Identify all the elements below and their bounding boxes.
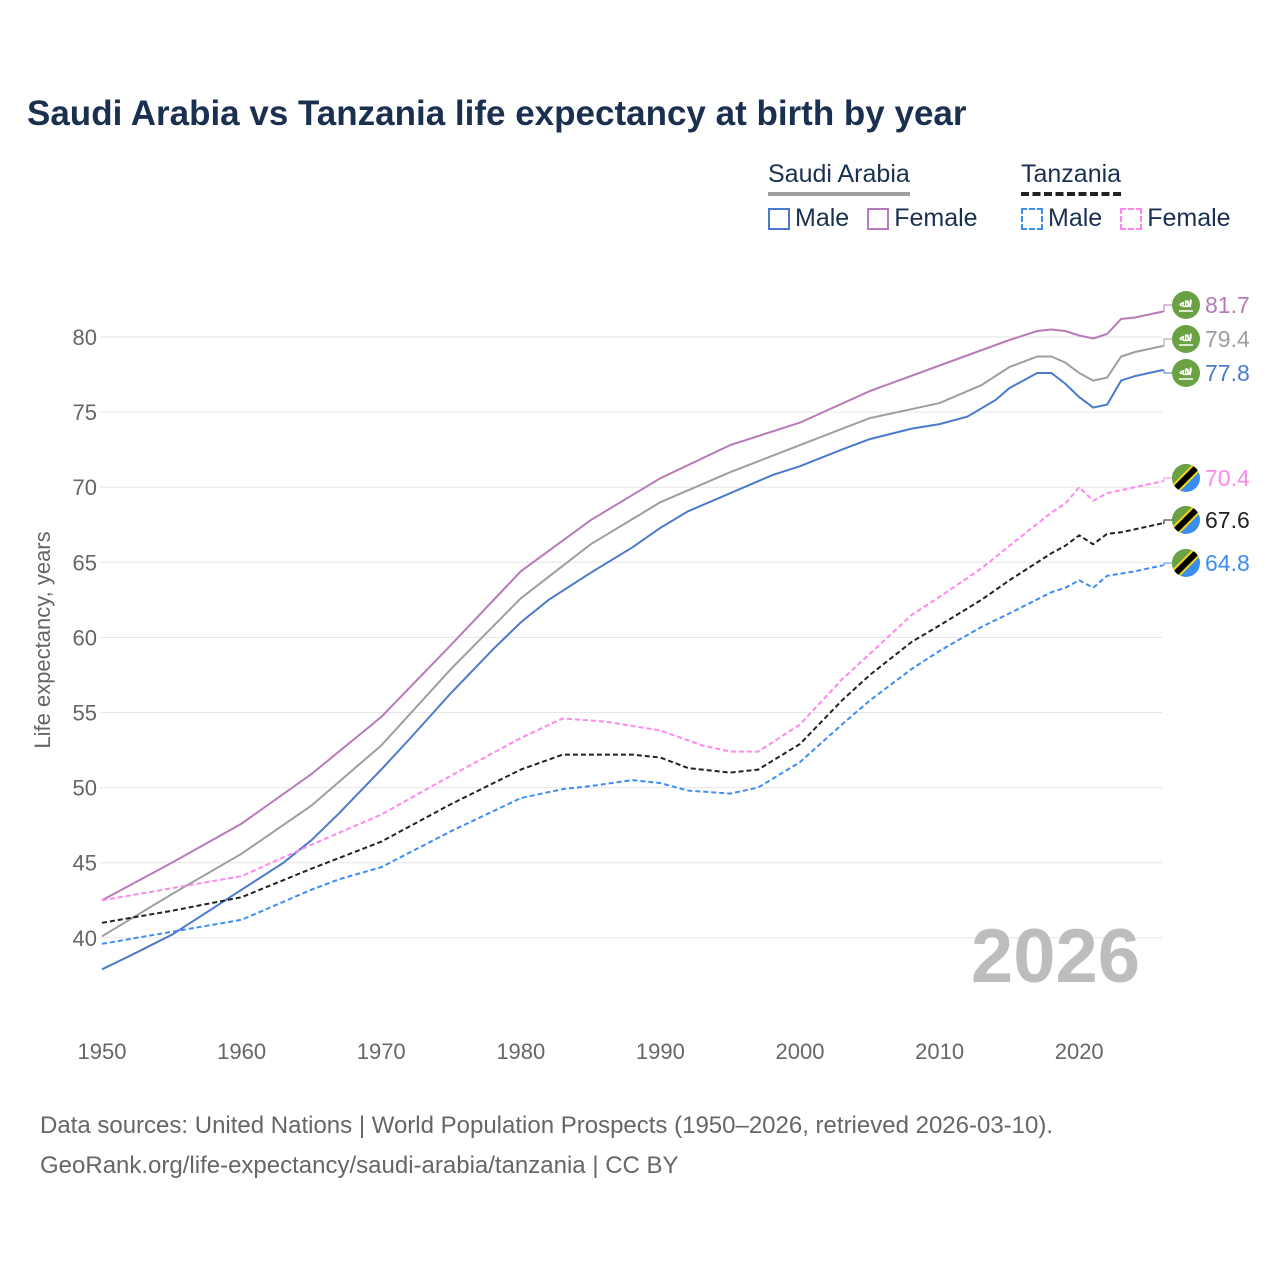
y-tick-label: 55 <box>73 701 97 726</box>
end-labels: ﻻﷲ 81.7 ﻻﷲ 79.4 ﻻﷲ 77.8 70.4 67.6 64.8 <box>1162 291 1250 577</box>
legend-swatch <box>1021 207 1043 230</box>
legend-swatch <box>867 207 890 230</box>
label-connector <box>1162 369 1172 374</box>
x-tick-label: 1950 <box>78 1039 127 1064</box>
y-tick-label: 65 <box>73 550 97 575</box>
end-value-label: 70.4 <box>1205 465 1250 491</box>
y-tick-label: 45 <box>73 851 97 876</box>
saudi-arabia-flag-icon: ﻻﷲ <box>1172 359 1200 387</box>
label-connector <box>1162 304 1172 312</box>
saudi-arabia-flag-icon: ﻻﷲ <box>1172 291 1200 319</box>
legend-item-male: Male <box>1021 204 1102 233</box>
y-axis-label: Life expectancy, years <box>30 531 55 748</box>
gridlines <box>100 336 1162 939</box>
tanzania-flag-icon <box>1172 464 1200 492</box>
axis-ticks: 40 45 50 55 60 65 70 75 80 1950 1960 1970 1980 1990 20… <box>73 325 1104 1064</box>
series-line-saudi-arabia-total <box>101 345 1164 938</box>
label-connector <box>1162 477 1172 482</box>
end-value-label: 79.4 <box>1205 326 1250 352</box>
end-value-label: 77.8 <box>1205 360 1250 386</box>
x-tick-label: 2000 <box>776 1039 825 1064</box>
svg-text:ﻻﷲ: ﻻﷲ <box>1179 299 1192 310</box>
y-tick-label: 40 <box>73 926 97 951</box>
label-connector <box>1162 562 1172 566</box>
end-value-label: 67.6 <box>1205 507 1250 533</box>
legend-label: Male <box>795 204 850 232</box>
label-connector <box>1162 338 1172 347</box>
x-tick-label: 1970 <box>357 1039 406 1064</box>
series-lines <box>101 310 1164 971</box>
legend-item-female: Female <box>867 204 978 233</box>
label-connector <box>1162 519 1172 524</box>
x-tick-label: 1990 <box>636 1039 685 1064</box>
svg-text:ﻻﷲ: ﻻﷲ <box>1179 333 1192 344</box>
series-line-saudi-arabia-female <box>101 310 1164 902</box>
series-line-tanzania-female <box>101 480 1164 902</box>
legend-swatch <box>1120 207 1143 230</box>
x-tick-label: 1960 <box>217 1039 266 1064</box>
legend-item-female: Female <box>1120 204 1231 233</box>
source-note: Data sources: United Nations | World Pop… <box>40 1112 1054 1139</box>
chart-title: Saudi Arabia vs Tanzania life expectancy… <box>27 94 967 133</box>
y-tick-label: 80 <box>73 325 97 350</box>
legend-group-title: Saudi Arabia <box>768 160 910 196</box>
legend-tanzania: Tanzania Male Female <box>1021 160 1231 233</box>
series-line-tanzania-male <box>101 564 1164 945</box>
source-link[interactable]: GeoRank.org/life-expectancy/saudi-arabia… <box>40 1152 679 1179</box>
legend-label: Female <box>1147 204 1231 232</box>
x-tick-label: 2010 <box>915 1039 964 1064</box>
saudi-arabia-flag-icon: ﻻﷲ <box>1172 325 1200 353</box>
legend-saudi-arabia: Saudi Arabia Male Female <box>768 160 978 233</box>
end-value-label: 81.7 <box>1205 292 1250 318</box>
tanzania-flag-icon <box>1172 506 1200 534</box>
legend-group-title: Tanzania <box>1021 160 1122 196</box>
legend-swatch <box>768 207 790 230</box>
svg-text:ﻻﷲ: ﻻﷲ <box>1179 367 1192 378</box>
legend-label: Female <box>894 204 978 232</box>
y-tick-label: 75 <box>73 400 97 425</box>
legend-item-male: Male <box>768 204 849 233</box>
tanzania-flag-icon <box>1172 549 1200 577</box>
end-value-label: 64.8 <box>1205 550 1250 576</box>
series-line-tanzania-total <box>101 522 1164 924</box>
year-watermark: 2026 <box>971 914 1140 999</box>
y-tick-label: 60 <box>73 625 97 650</box>
legend-label: Male <box>1048 204 1103 232</box>
y-tick-label: 50 <box>73 776 97 801</box>
y-tick-label: 70 <box>73 475 97 500</box>
footer: Data sources: United Nations | World Pop… <box>40 1106 1053 1186</box>
x-tick-label: 2020 <box>1055 1039 1104 1064</box>
x-tick-label: 1980 <box>496 1039 545 1064</box>
series-line-saudi-arabia-male <box>101 369 1164 971</box>
